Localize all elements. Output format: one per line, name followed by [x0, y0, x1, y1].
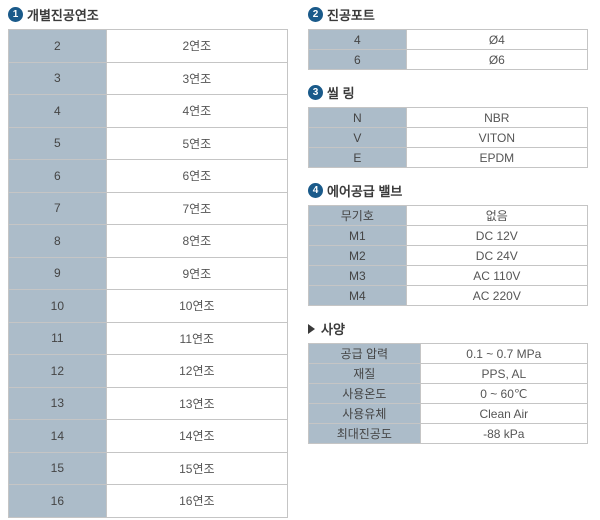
table-row: 1313연조 — [9, 387, 288, 420]
table-row: 22연조 — [9, 30, 288, 63]
table-row: EEPDM — [309, 148, 588, 168]
section-title-3: 씰 링 — [327, 83, 355, 102]
table-row: 44연조 — [9, 95, 288, 128]
section-title-1: 개별진공연조 — [27, 5, 99, 24]
section-title-2: 진공포트 — [327, 5, 375, 24]
section-header-3: 3 씰 링 — [308, 80, 588, 107]
table-air-valve: 무기호없음 M1DC 12V M2DC 24V M3AC 110V M4AC 2… — [308, 205, 588, 306]
table-row: 66연조 — [9, 160, 288, 193]
table-row: 1010연조 — [9, 290, 288, 323]
table-row: 공급 압력0.1 ~ 0.7 MPa — [309, 344, 588, 364]
section-header-2: 2 진공포트 — [308, 2, 588, 29]
table-row: 무기호없음 — [309, 206, 588, 226]
table-row: 최대진공도-88 kPa — [309, 424, 588, 444]
table-row: M1DC 12V — [309, 226, 588, 246]
table-row: 1414연조 — [9, 420, 288, 453]
table-row: 사용온도0 ~ 60℃ — [309, 384, 588, 404]
section-title-4: 에어공급 밸브 — [327, 181, 402, 200]
table-row: M2DC 24V — [309, 246, 588, 266]
arrow-icon — [308, 324, 315, 334]
table-individual-vacuum: 22연조 33연조 44연조 55연조 66연조 77연조 88연조 99연조 … — [8, 29, 288, 518]
badge-1-icon: 1 — [8, 7, 23, 22]
table-row: 33연조 — [9, 62, 288, 95]
badge-3-icon: 3 — [308, 85, 323, 100]
table-row: 1515연조 — [9, 452, 288, 485]
section-header-5: 사양 — [308, 316, 588, 343]
section-header-4: 4 에어공급 밸브 — [308, 178, 588, 205]
table-row: 1212연조 — [9, 355, 288, 388]
table-row: 재질PPS, AL — [309, 364, 588, 384]
table-vacuum-port: 4Ø4 6Ø6 — [308, 29, 588, 70]
table-row: 1616연조 — [9, 485, 288, 518]
table-row: 55연조 — [9, 127, 288, 160]
table-row: 99연조 — [9, 257, 288, 290]
badge-4-icon: 4 — [308, 183, 323, 198]
table-sealing: NNBR VVITON EEPDM — [308, 107, 588, 168]
table-row: VVITON — [309, 128, 588, 148]
table-row: 77연조 — [9, 192, 288, 225]
section-header-1: 1 개별진공연조 — [8, 2, 288, 29]
table-spec: 공급 압력0.1 ~ 0.7 MPa 재질PPS, AL 사용온도0 ~ 60℃… — [308, 343, 588, 444]
table-row: 88연조 — [9, 225, 288, 258]
table-row: 사용유체Clean Air — [309, 404, 588, 424]
section-title-5: 사양 — [321, 319, 345, 338]
table-row: 6Ø6 — [309, 50, 588, 70]
table-row: M4AC 220V — [309, 286, 588, 306]
badge-2-icon: 2 — [308, 7, 323, 22]
table-row: NNBR — [309, 108, 588, 128]
table-row: 1111연조 — [9, 322, 288, 355]
table-row: M3AC 110V — [309, 266, 588, 286]
table-row: 4Ø4 — [309, 30, 588, 50]
